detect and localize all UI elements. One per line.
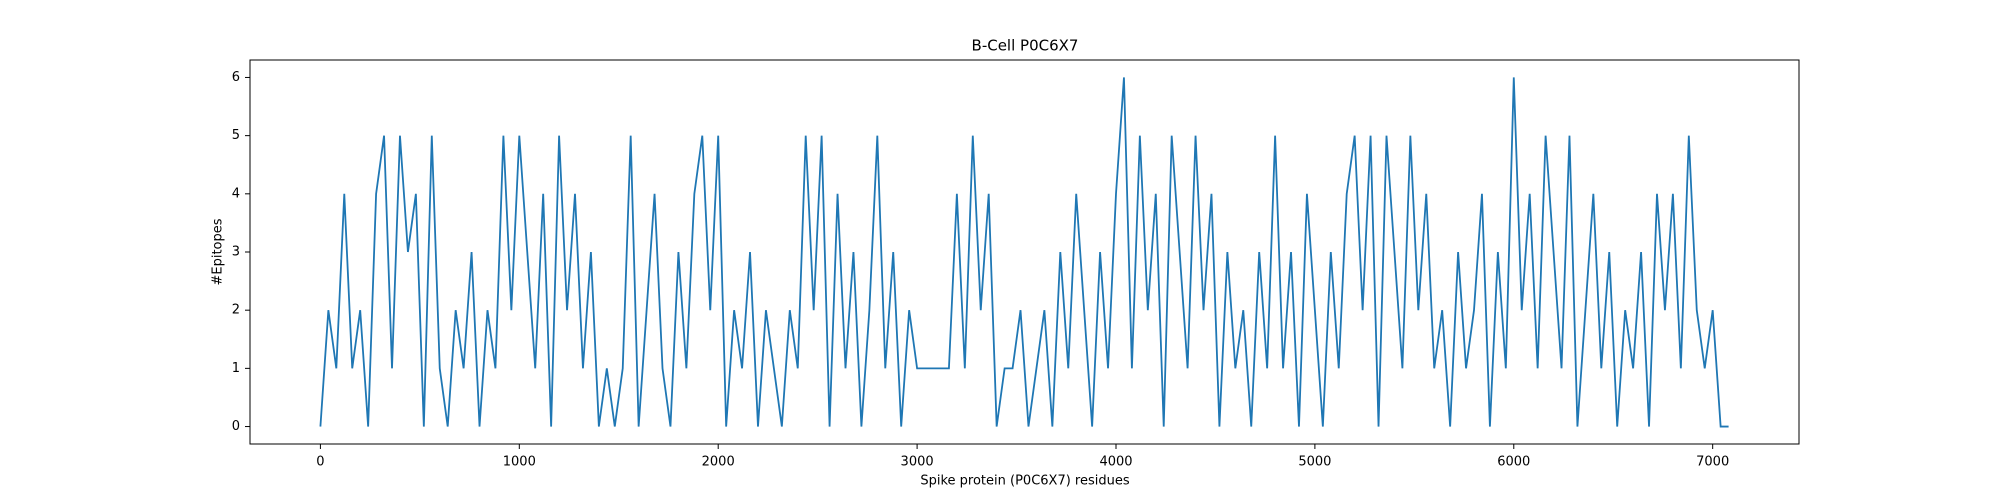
x-tick-label: 2000 bbox=[702, 455, 735, 470]
data-line bbox=[319, 77, 1729, 428]
x-tick-label: 6000 bbox=[1497, 455, 1530, 470]
y-tick-label: 3 bbox=[232, 245, 240, 260]
x-tick-label: 0 bbox=[316, 455, 324, 470]
y-tick-label: 2 bbox=[232, 303, 240, 318]
x-tick-label: 1000 bbox=[503, 455, 536, 470]
y-tick-label: 5 bbox=[232, 128, 240, 143]
y-tick-label: 6 bbox=[232, 70, 240, 85]
plot-frame bbox=[249, 59, 1800, 445]
y-tick-label: 1 bbox=[232, 361, 240, 376]
chart-title: B-Cell P0C6X7 bbox=[972, 37, 1079, 55]
y-tick-label: 0 bbox=[232, 419, 240, 434]
x-axis-label: Spike protein (P0C6X7) residues bbox=[920, 474, 1129, 489]
x-tick-label: 3000 bbox=[901, 455, 934, 470]
x-tick-label: 7000 bbox=[1696, 455, 1729, 470]
x-tick-label: 5000 bbox=[1298, 455, 1331, 470]
x-tick-label: 4000 bbox=[1099, 455, 1132, 470]
y-tick-label: 4 bbox=[232, 186, 240, 201]
y-axis-label: #Epitopes bbox=[211, 218, 226, 285]
